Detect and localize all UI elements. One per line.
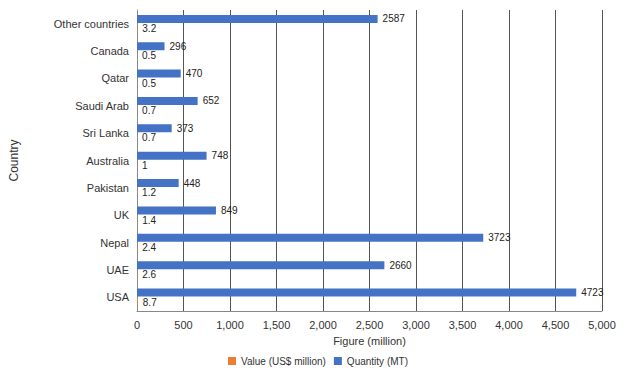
- svg-text:2587: 2587: [383, 13, 406, 24]
- svg-text:748: 748: [212, 150, 229, 161]
- svg-text:0.7: 0.7: [142, 105, 156, 116]
- svg-text:1,000: 1,000: [216, 319, 244, 331]
- svg-text:Value (US$ million): Value (US$ million): [241, 356, 326, 367]
- svg-text:USA: USA: [106, 291, 129, 303]
- svg-text:Figure (million): Figure (million): [333, 335, 406, 347]
- svg-text:470: 470: [186, 68, 203, 79]
- svg-text:4723: 4723: [581, 287, 604, 298]
- svg-text:Quantity (MT): Quantity (MT): [347, 356, 408, 367]
- svg-text:4,000: 4,000: [495, 319, 523, 331]
- svg-text:Canada: Canada: [90, 45, 129, 57]
- svg-text:2.6: 2.6: [142, 269, 156, 280]
- svg-text:1.2: 1.2: [142, 187, 156, 198]
- svg-text:2,500: 2,500: [356, 319, 384, 331]
- svg-text:3.2: 3.2: [142, 23, 156, 34]
- svg-text:4,500: 4,500: [542, 319, 570, 331]
- svg-text:Sri Lanka: Sri Lanka: [83, 127, 130, 139]
- svg-text:1.4: 1.4: [142, 215, 156, 226]
- svg-text:0: 0: [134, 319, 140, 331]
- svg-text:Australia: Australia: [86, 155, 130, 167]
- svg-text:Saudi Arab: Saudi Arab: [75, 100, 129, 112]
- svg-text:Qatar: Qatar: [101, 72, 129, 84]
- svg-text:3723: 3723: [488, 232, 511, 243]
- svg-text:Other countries: Other countries: [54, 18, 130, 30]
- svg-text:UAE: UAE: [106, 264, 129, 276]
- svg-text:373: 373: [177, 123, 194, 134]
- svg-text:Pakistan: Pakistan: [87, 182, 129, 194]
- svg-text:8.7: 8.7: [143, 297, 157, 308]
- svg-text:849: 849: [221, 205, 238, 216]
- svg-text:0.5: 0.5: [142, 78, 156, 89]
- svg-text:448: 448: [184, 178, 201, 189]
- svg-text:UK: UK: [114, 209, 130, 221]
- svg-text:5,000: 5,000: [588, 319, 616, 331]
- svg-text:0.7: 0.7: [142, 132, 156, 143]
- svg-text:Country: Country: [7, 139, 21, 181]
- svg-text:Nepal: Nepal: [100, 237, 129, 249]
- svg-text:500: 500: [174, 319, 192, 331]
- svg-text:652: 652: [203, 95, 220, 106]
- svg-text:2,000: 2,000: [309, 319, 337, 331]
- svg-text:3,000: 3,000: [402, 319, 430, 331]
- svg-text:296: 296: [170, 41, 187, 52]
- svg-text:3,500: 3,500: [449, 319, 477, 331]
- svg-text:1,500: 1,500: [263, 319, 291, 331]
- svg-text:1: 1: [142, 160, 148, 171]
- svg-text:2660: 2660: [389, 260, 412, 271]
- svg-text:0.5: 0.5: [142, 50, 156, 61]
- svg-text:2.4: 2.4: [142, 242, 156, 253]
